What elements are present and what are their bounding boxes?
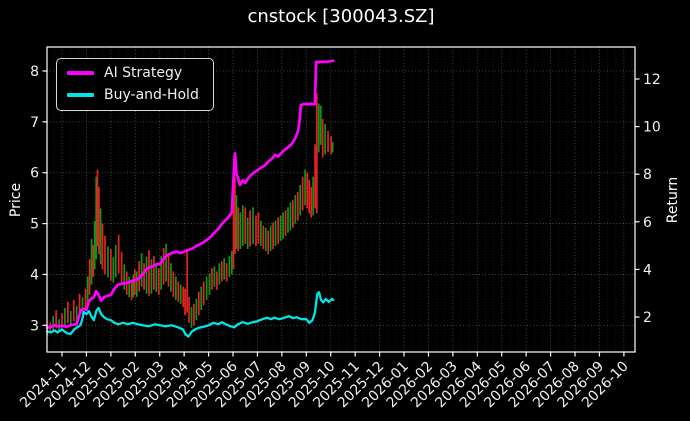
price-tick-label: 3 <box>30 318 39 334</box>
chart-title: cnstock [300043.SZ] <box>247 6 435 27</box>
plot-border <box>46 46 636 353</box>
x-axis: 2024-112024-122025-012025-022025-032025-… <box>17 352 632 411</box>
price-tick-label: 5 <box>30 217 39 233</box>
return-tick-label: 4 <box>643 262 652 278</box>
legend: AI Strategy Buy-and-Hold <box>56 58 214 111</box>
buy-and-hold-line <box>45 291 335 338</box>
price-tick-label: 7 <box>30 115 39 131</box>
legend-label-ai-strategy: AI Strategy <box>104 65 183 81</box>
legend-item-buy-and-hold: Buy-and-Hold <box>67 87 199 103</box>
legend-label-buy-and-hold: Buy-and-Hold <box>104 87 199 103</box>
buy-and-hold-line-swatch <box>67 93 94 97</box>
ai-strategy-line <box>45 59 335 330</box>
y-axis-price: 3 4 5 6 7 8 <box>30 64 47 334</box>
price-tick-label: 8 <box>30 64 39 80</box>
return-tick-label: 12 <box>643 72 661 88</box>
price-tick-label: 6 <box>30 166 39 182</box>
y-axis-return: 2 4 6 8 10 12 <box>635 72 661 326</box>
return-tick-label: 2 <box>643 310 652 326</box>
ai-strategy-line-swatch <box>67 71 94 75</box>
return-tick-label: 6 <box>643 215 652 231</box>
grid-major <box>47 47 635 352</box>
legend-item-ai-strategy: AI Strategy <box>67 65 199 81</box>
stock-price-bars <box>46 93 334 336</box>
price-tick-label: 4 <box>30 267 39 283</box>
return-tick-label: 8 <box>643 167 652 183</box>
return-tick-label: 10 <box>643 120 661 136</box>
